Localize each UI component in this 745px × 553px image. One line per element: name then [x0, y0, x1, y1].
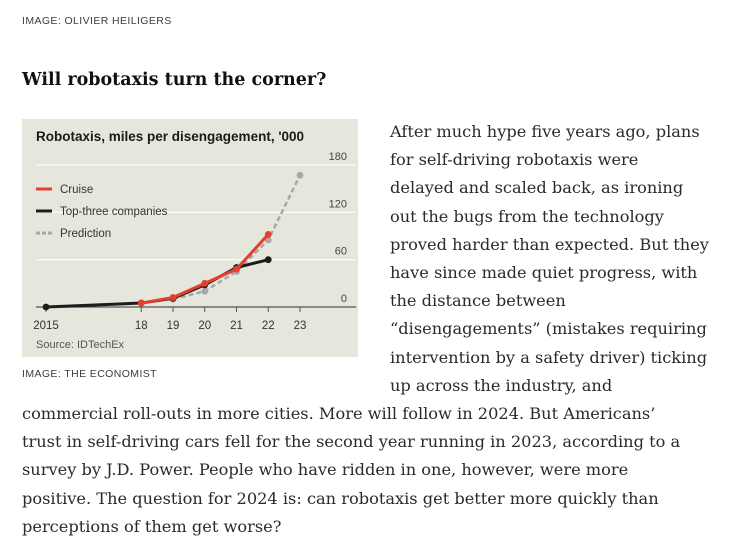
text-line: positive. The question for 2024 is: can … — [22, 488, 659, 508]
x-tick-label: 19 — [167, 320, 180, 332]
x-tick-label: 2015 — [33, 320, 59, 332]
x-tick-label: 20 — [198, 320, 211, 332]
data-point — [264, 256, 272, 264]
text-line: survey by J.D. Power. People who have ri… — [22, 460, 629, 480]
text-line: intervention by a safety driver) ticking — [390, 347, 708, 367]
y-tick-label: 60 — [335, 246, 347, 258]
x-tick-label: 23 — [294, 320, 307, 332]
data-point — [42, 303, 50, 311]
text-line: “disengagements” (mistakes requiring — [390, 319, 707, 339]
headline: Will robotaxis turn the corner? — [22, 70, 327, 90]
y-tick-label: 0 — [341, 293, 347, 305]
y-tick-label: 120 — [329, 198, 347, 210]
image-credit-chart: IMAGE: THE ECONOMIST — [22, 368, 157, 380]
x-tick-label: 22 — [262, 320, 275, 332]
data-point — [233, 265, 240, 273]
data-point — [137, 299, 145, 307]
y-tick-label: 180 — [329, 151, 347, 163]
article-paragraph-bottom: commercial roll-outs in more cities. Mor… — [22, 400, 680, 541]
text-line: After much hype five years ago, plans — [390, 122, 700, 141]
image-credit-top: IMAGE: OLIVIER HEILIGERS — [22, 15, 172, 27]
text-line: delayed and scaled back, as ironing — [390, 178, 684, 198]
text-line: have since made quiet progress, with — [390, 263, 698, 283]
text-line: up across the industry, and — [390, 375, 613, 395]
text-line: perceptions of them get worse? — [22, 516, 282, 536]
data-point — [201, 287, 209, 295]
chart-figure: Robotaxis, miles per disengagement, '000… — [22, 119, 358, 357]
legend-label: Prediction — [60, 228, 111, 240]
text-line: out the bugs from the technology — [390, 206, 664, 226]
article-paragraph-right: After much hype five years ago, plans for… — [390, 118, 709, 400]
text-line: for self-driving robotaxis were — [390, 150, 639, 170]
series-line — [172, 174, 302, 301]
chart-source: Source: IDTechEx — [36, 339, 125, 351]
data-point — [201, 279, 209, 287]
data-point — [264, 231, 272, 238]
x-tick-label: 21 — [230, 320, 243, 332]
data-point — [169, 294, 177, 301]
text-line: the distance between — [390, 291, 566, 311]
text-line: trust in self-driving cars fell for the … — [22, 432, 681, 452]
text-line: proved harder than expected. But they — [390, 234, 709, 254]
chart-title: Robotaxis, miles per disengagement, '000 — [36, 129, 304, 144]
x-tick-label: 18 — [135, 320, 148, 332]
line-chart: Robotaxis, miles per disengagement, '000… — [33, 129, 356, 351]
text-line: commercial roll-outs in more cities. Mor… — [22, 404, 656, 423]
legend-label: Cruise — [60, 184, 93, 196]
legend-label: Top-three companies — [60, 206, 168, 218]
data-point — [296, 171, 304, 179]
